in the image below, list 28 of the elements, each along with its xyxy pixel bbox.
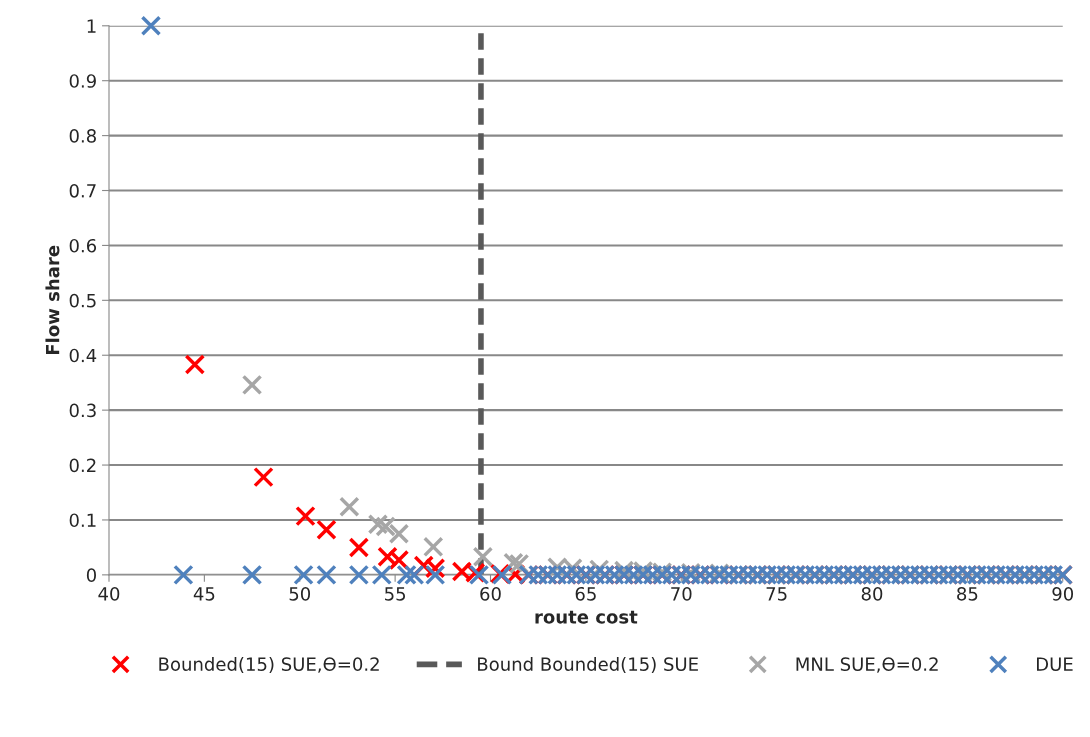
y-tick-label: 0.4 xyxy=(69,348,97,363)
legend-label: DUE xyxy=(1037,657,1073,671)
x-tick-label: 80 xyxy=(861,586,883,601)
x-tick-label: 90 xyxy=(1052,586,1074,601)
y-axis-title: Flow share xyxy=(45,245,60,355)
y-tick-label: 0 xyxy=(86,568,96,582)
x-tick-label: 85 xyxy=(957,586,978,601)
y-tick-label: 0.2 xyxy=(69,458,96,473)
y-tick-label: 1 xyxy=(87,19,96,33)
y-tick-label: 0.8 xyxy=(69,129,96,143)
x-tick-label: 40 xyxy=(98,586,120,601)
y-tick-label: 0.1 xyxy=(69,513,96,528)
y-tick-label: 0.7 xyxy=(69,183,96,198)
y-tick-label: 0.5 xyxy=(69,293,96,308)
x-tick-label: 75 xyxy=(766,587,787,601)
x-tick-label: 70 xyxy=(671,586,692,601)
x-tick-label: 55 xyxy=(385,587,406,601)
legend-label: MNL SUE,Ɵ=0.2 xyxy=(796,657,938,673)
y-tick-label: 0.3 xyxy=(69,403,96,418)
x-tick-label: 60 xyxy=(480,586,501,601)
x-tick-label: 45 xyxy=(193,587,215,601)
legend-label: Bounded(15) SUE,Ɵ=0.2 xyxy=(159,657,379,674)
y-tick-label: 0.9 xyxy=(69,74,96,88)
legend-label: Bound Bounded(15) SUE xyxy=(478,657,698,674)
x-tick-label: 50 xyxy=(289,586,311,601)
x-tick-label: 65 xyxy=(575,586,596,601)
y-tick-label: 0.6 xyxy=(69,238,97,253)
x-axis-title: route cost xyxy=(535,610,638,624)
